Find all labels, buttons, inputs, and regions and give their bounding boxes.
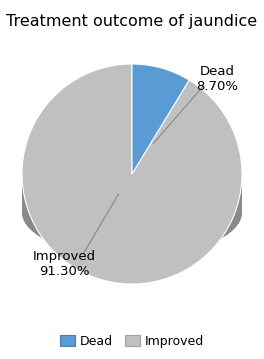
Text: Improved
91.30%: Improved 91.30%	[32, 250, 96, 278]
Wedge shape	[132, 64, 189, 174]
Text: Treatment outcome of jaundice: Treatment outcome of jaundice	[6, 14, 258, 29]
Polygon shape	[22, 174, 242, 257]
Legend: Dead, Improved: Dead, Improved	[55, 330, 209, 353]
Text: Dead
8.70%: Dead 8.70%	[196, 65, 238, 93]
Ellipse shape	[22, 167, 242, 257]
Wedge shape	[22, 64, 242, 284]
